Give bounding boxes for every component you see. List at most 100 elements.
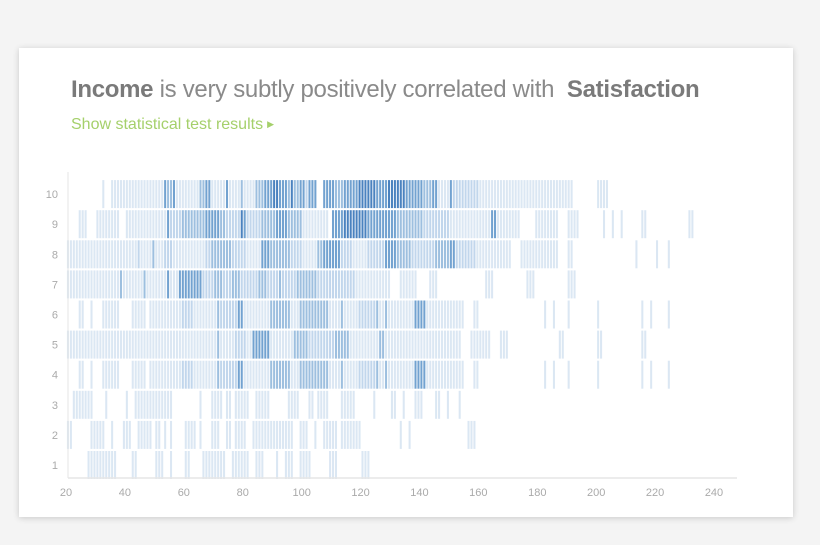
heatmap-cell	[287, 451, 290, 479]
heatmap-cell	[228, 270, 231, 299]
heatmap-cell	[385, 240, 388, 269]
heatmap-cell	[170, 360, 173, 389]
heatmap-cell	[429, 240, 432, 269]
heatmap-cell	[93, 270, 96, 299]
heatmap-cell	[517, 210, 520, 239]
heatmap-cell	[340, 300, 343, 329]
heatmap-cell	[78, 330, 81, 359]
heatmap-cell	[441, 300, 444, 329]
heatmap-cell	[326, 270, 329, 299]
heatmap-cell	[287, 330, 290, 359]
heatmap-cell	[329, 451, 332, 479]
heatmap-cell	[302, 210, 305, 239]
heatmap-cell	[399, 270, 402, 299]
heatmap-cell	[149, 330, 152, 359]
heatmap-cell	[249, 240, 252, 269]
heatmap-cell	[225, 210, 229, 239]
x-tick-label: 60	[178, 487, 190, 499]
heatmap-cell	[202, 300, 205, 329]
heatmap-cell	[332, 420, 335, 449]
heatmap-cell	[243, 451, 246, 479]
heatmap-cell	[190, 300, 193, 329]
heatmap-cell	[108, 330, 111, 359]
heatmap-cell	[102, 270, 105, 299]
heatmap-cell	[225, 270, 229, 299]
heatmap-cell	[317, 300, 320, 329]
heatmap-cell	[134, 451, 137, 479]
heatmap-cell	[435, 210, 438, 239]
heatmap-cell	[567, 360, 570, 389]
heatmap-cell	[161, 270, 164, 299]
heatmap-cell	[102, 240, 105, 269]
heatmap-cell	[373, 270, 376, 299]
heatmap-cell	[252, 210, 255, 239]
heatmap-cell	[382, 360, 385, 389]
heatmap-cell	[508, 210, 511, 239]
heatmap-cell	[273, 300, 276, 329]
heatmap-cell	[364, 210, 367, 239]
heatmap-cell	[349, 210, 352, 239]
heatmap-cell	[72, 240, 75, 269]
heatmap-cell	[149, 420, 152, 449]
heatmap-cell	[535, 180, 538, 209]
heatmap-cell	[329, 240, 332, 269]
heatmap-cell	[105, 240, 108, 269]
heatmap-cell	[96, 210, 99, 239]
heatmap-cell	[337, 180, 340, 209]
heatmap-cell	[635, 240, 638, 269]
heatmap-cell	[255, 180, 258, 209]
heatmap-cell	[267, 360, 270, 389]
heatmap-cell	[570, 270, 573, 299]
heatmap-cell	[243, 360, 246, 389]
heatmap-cell	[308, 240, 311, 269]
heatmap-cell	[105, 300, 108, 329]
heatmap-cell	[399, 210, 402, 239]
heatmap-cell	[379, 210, 382, 239]
show-statistical-test-link[interactable]: Show statistical test results ▶	[71, 116, 274, 134]
heatmap-cell	[134, 330, 137, 359]
heatmap-cell	[438, 210, 441, 239]
heatmap-cell	[644, 330, 647, 359]
heatmap-cell	[417, 390, 420, 419]
heatmap-cell	[402, 180, 405, 209]
heatmap-cell	[149, 300, 152, 329]
heatmap-cell	[240, 420, 243, 449]
heatmap-cell	[261, 330, 264, 359]
heatmap-cell	[499, 330, 502, 359]
heatmap-cell	[387, 330, 391, 359]
heatmap-cell	[164, 270, 167, 299]
heatmap-cell	[220, 180, 223, 209]
heatmap-cell	[131, 240, 134, 269]
heatmap-cell	[411, 360, 414, 389]
heatmap-cell	[343, 300, 346, 329]
heatmap-cell	[373, 210, 376, 239]
heatmap-cell	[205, 210, 208, 239]
heatmap-cell	[152, 330, 155, 359]
heatmap-cell	[184, 300, 187, 329]
heatmap-cell	[175, 180, 178, 209]
heatmap-cell	[231, 360, 234, 389]
heatmap-cell	[137, 300, 140, 329]
heatmap-cell	[84, 210, 87, 239]
heatmap-cell	[99, 210, 102, 239]
heatmap-cell	[308, 270, 311, 299]
heatmap-cell	[202, 210, 205, 239]
heatmap-cell	[273, 330, 276, 359]
heatmap-cell	[217, 390, 220, 419]
heatmap-cell	[117, 210, 120, 239]
heatmap-cell	[93, 330, 96, 359]
heatmap-cell	[211, 451, 214, 479]
heatmap-cell	[140, 300, 143, 329]
heatmap-cell	[414, 390, 417, 419]
heatmap-cell	[273, 360, 276, 389]
heatmap-cell	[402, 210, 405, 239]
heatmap-cell	[332, 360, 335, 389]
heatmap-cell	[443, 180, 446, 209]
heatmap-cell	[175, 360, 178, 389]
heatmap-cell	[199, 270, 202, 299]
heatmap-cell	[547, 240, 550, 269]
heatmap-cell	[414, 270, 417, 299]
heatmap-cell	[199, 420, 202, 449]
heatmap-cell	[364, 451, 367, 479]
heatmap-cell	[267, 240, 270, 269]
